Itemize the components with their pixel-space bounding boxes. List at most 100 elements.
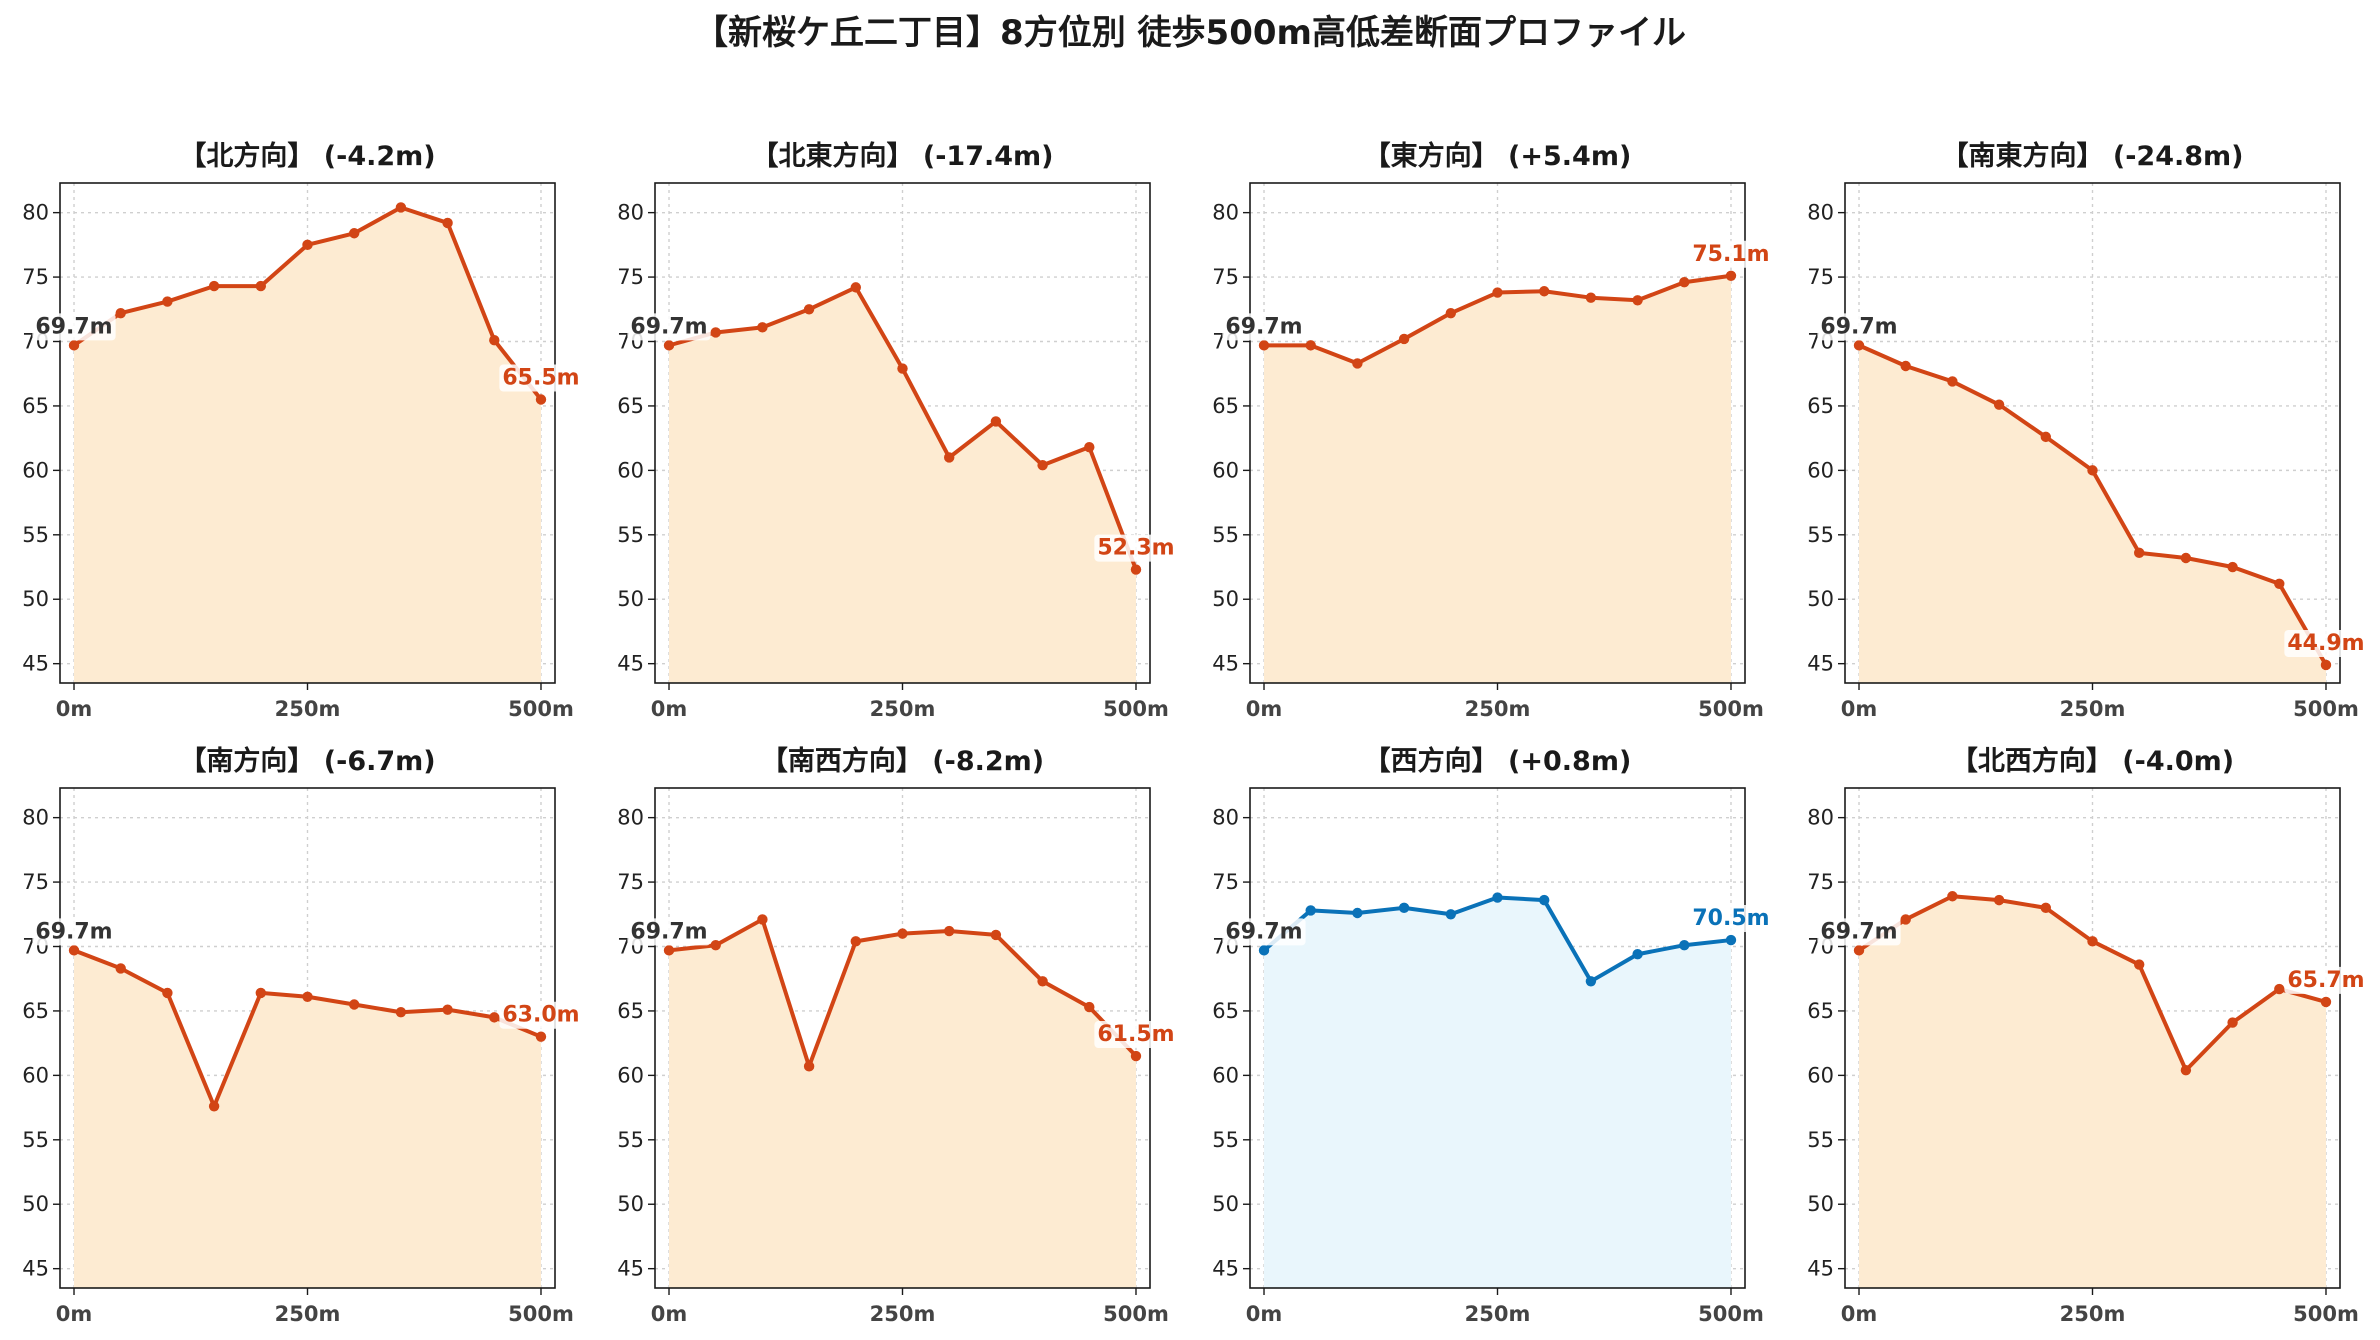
data-point xyxy=(2133,547,2145,559)
y-tick-label: 80 xyxy=(1212,806,1239,830)
data-point xyxy=(710,940,721,951)
data-point xyxy=(442,1004,453,1015)
start-elevation-label-bg xyxy=(32,313,116,341)
y-tick-label: 55 xyxy=(1807,1128,1834,1152)
y-tick-label: 55 xyxy=(617,523,644,547)
y-tick-label: 75 xyxy=(617,870,644,894)
end-elevation-label: 52.3m xyxy=(1097,536,1174,561)
y-tick-label: 65 xyxy=(1807,394,1834,418)
data-point xyxy=(1538,894,1550,906)
x-tick-label: 0m xyxy=(56,1302,93,1326)
data-point xyxy=(803,1061,815,1072)
end-elevation-label: 63.0m xyxy=(502,1003,579,1028)
data-point xyxy=(1632,295,1643,306)
y-tick-label: 55 xyxy=(617,1128,644,1152)
x-tick-label: 500m xyxy=(508,1302,574,1326)
data-point xyxy=(1258,945,1270,956)
x-tick-label: 500m xyxy=(508,697,574,721)
y-tick-label: 75 xyxy=(1212,265,1239,289)
data-point xyxy=(2274,983,2285,995)
y-tick-label: 65 xyxy=(22,394,49,418)
y-tick-label: 65 xyxy=(1212,394,1239,418)
y-tick-label: 55 xyxy=(22,1128,49,1152)
area-fill xyxy=(669,919,1136,1288)
data-point xyxy=(990,929,1002,941)
y-tick-label: 60 xyxy=(22,458,49,482)
y-tick-label: 65 xyxy=(22,999,49,1023)
y-tick-label: 45 xyxy=(1807,1257,1834,1281)
panel-title: 【東方向】 (+5.4m) xyxy=(1364,140,1632,172)
start-elevation-label-bg xyxy=(32,918,116,946)
end-elevation-label-bg xyxy=(499,364,583,392)
y-tick-label: 60 xyxy=(1807,1063,1834,1087)
y-tick-label: 65 xyxy=(1807,999,1834,1023)
x-tick-label: 500m xyxy=(2293,697,2359,721)
start-elevation-label: 69.7m xyxy=(1820,919,1897,944)
data-point xyxy=(1492,287,1503,298)
data-point xyxy=(2133,959,2145,970)
y-tick-label: 75 xyxy=(1807,265,1834,289)
data-point xyxy=(1585,292,1597,303)
data-point xyxy=(1305,905,1316,916)
data-point xyxy=(2227,1017,2238,1028)
y-tick-label: 80 xyxy=(22,201,49,225)
area-fill xyxy=(1859,345,2326,683)
data-point xyxy=(395,1007,407,1018)
end-elevation-label-bg xyxy=(2284,966,2368,994)
area-fill xyxy=(1264,275,1731,683)
data-point xyxy=(115,307,126,319)
end-elevation-label: 70.5m xyxy=(1692,906,1769,931)
data-point xyxy=(897,363,908,374)
y-tick-label: 50 xyxy=(1212,1192,1239,1216)
data-point xyxy=(663,340,675,351)
start-elevation-label-bg xyxy=(627,918,711,946)
data-point xyxy=(1725,270,1737,281)
data-point xyxy=(1130,1050,1142,1062)
start-elevation-label-bg xyxy=(1817,918,1901,946)
y-tick-label: 45 xyxy=(1212,1257,1239,1281)
panel-title: 【北東方向】 (-17.4m) xyxy=(751,140,1053,172)
data-point xyxy=(1084,441,1095,453)
x-tick-label: 250m xyxy=(1465,697,1531,721)
panel-title: 【北方向】 (-4.2m) xyxy=(179,140,435,172)
data-point xyxy=(1445,307,1457,319)
data-point xyxy=(1445,909,1457,920)
data-point xyxy=(1258,340,1270,351)
x-tick-label: 500m xyxy=(1103,697,1169,721)
start-elevation-label: 69.7m xyxy=(1820,314,1897,339)
data-point xyxy=(1679,940,1690,951)
x-tick-label: 500m xyxy=(1698,697,1764,721)
area-fill xyxy=(74,950,541,1288)
y-tick-label: 60 xyxy=(617,458,644,482)
x-tick-label: 250m xyxy=(275,697,341,721)
data-point xyxy=(2227,561,2238,573)
data-point xyxy=(757,914,768,925)
y-tick-label: 75 xyxy=(1212,870,1239,894)
panel-title: 【西方向】 (+0.8m) xyxy=(1364,745,1632,777)
start-elevation-label: 69.7m xyxy=(630,919,707,944)
data-point xyxy=(162,296,173,307)
y-tick-label: 50 xyxy=(617,587,644,611)
data-point xyxy=(663,945,675,956)
data-point xyxy=(395,202,407,213)
data-point xyxy=(535,394,547,405)
figure-title: 【新桜ケ丘二丁目】8方位別 徒歩500m高低差断面プロファイル xyxy=(694,13,1686,53)
y-tick-label: 50 xyxy=(1807,1192,1834,1216)
y-tick-label: 65 xyxy=(617,394,644,418)
end-elevation-label-bg xyxy=(1094,534,1178,562)
data-point xyxy=(1900,360,1911,372)
data-point xyxy=(2087,936,2098,947)
data-point xyxy=(1993,894,2005,906)
data-point xyxy=(302,991,313,1002)
data-point xyxy=(255,280,267,292)
y-tick-label: 55 xyxy=(1807,523,1834,547)
data-point xyxy=(535,1031,547,1042)
data-point xyxy=(1352,358,1363,369)
y-tick-label: 75 xyxy=(617,265,644,289)
